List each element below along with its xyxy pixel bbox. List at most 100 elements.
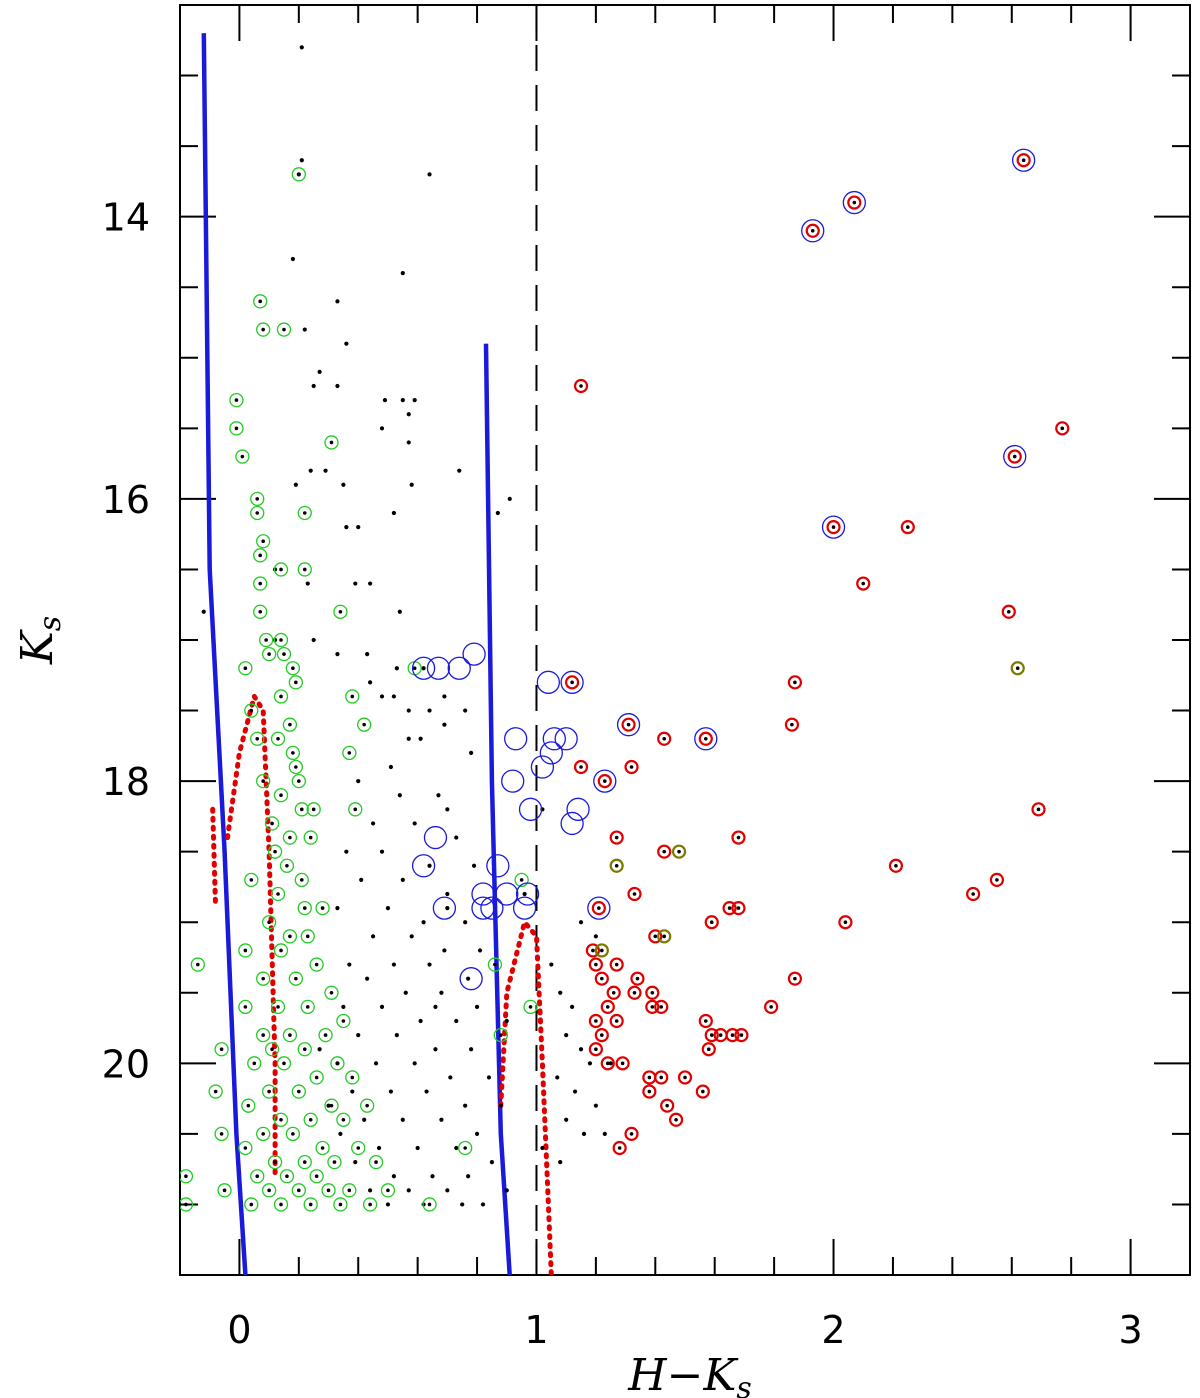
star-point: [273, 1160, 277, 1164]
red-dotted-curve: [225, 690, 278, 1179]
star-point: [418, 1018, 423, 1024]
star-point: [400, 271, 405, 276]
star-point: [386, 1188, 390, 1193]
star-point: [593, 934, 598, 939]
green-ring-marker: [318, 1027, 333, 1043]
star-point: [1012, 454, 1017, 459]
star-point: [222, 1188, 227, 1193]
red-ring-marker: [698, 731, 713, 746]
green-ring-marker: [282, 830, 298, 845]
green-ring-marker: [309, 957, 324, 972]
red-ring-marker: [565, 675, 580, 690]
star-point: [439, 990, 444, 995]
green-ring-marker: [345, 1070, 360, 1085]
blue-ring-marker: [542, 727, 566, 751]
star-point: [445, 1188, 450, 1193]
star-point: [323, 1033, 328, 1037]
olive-ring-marker: [594, 943, 609, 958]
star-point: [674, 1117, 678, 1122]
red-ring-marker: [888, 858, 904, 873]
star-point: [338, 609, 343, 614]
blue-ring-marker: [423, 825, 448, 850]
star-point: [261, 327, 265, 332]
star-point: [427, 172, 432, 177]
star-point: [605, 1061, 610, 1066]
star-point: [427, 708, 432, 713]
star-point: [201, 609, 206, 614]
star-point: [374, 1160, 378, 1164]
red-ring-marker: [588, 957, 603, 972]
star-point: [653, 934, 658, 939]
star-point: [662, 736, 667, 741]
blue-ring-marker: [616, 713, 641, 737]
green-ring-marker: [256, 534, 271, 549]
green-ring-marker: [291, 773, 306, 789]
blue-ring-marker: [471, 882, 495, 906]
red-ring-marker: [609, 957, 624, 972]
star-point: [594, 962, 598, 967]
star-point: [326, 1188, 331, 1193]
star-point: [279, 793, 283, 798]
star-point: [843, 920, 848, 925]
star-point: [267, 920, 271, 925]
star-point: [261, 976, 265, 981]
green-ring-marker: [297, 1042, 312, 1057]
star-point: [359, 877, 364, 882]
star-point: [600, 948, 604, 953]
star-point: [279, 638, 283, 642]
star-point: [297, 1089, 301, 1094]
star-point: [540, 1145, 545, 1151]
star-point: [477, 948, 483, 953]
green-ring-marker: [359, 1098, 375, 1113]
olive-ring-marker: [1010, 661, 1025, 676]
star-point: [433, 1004, 438, 1009]
star-point: [1015, 666, 1020, 671]
red-ring-marker: [698, 1013, 713, 1029]
star-point: [558, 990, 563, 995]
star-point: [350, 1075, 355, 1080]
star-point: [370, 934, 376, 939]
star-point: [495, 510, 500, 516]
star-point: [570, 1004, 575, 1009]
blue-ring-marker: [432, 896, 457, 920]
red-ring-marker: [805, 223, 820, 238]
red-ring-marker: [600, 999, 615, 1014]
green-ring-marker: [297, 562, 312, 577]
star-point: [894, 863, 898, 868]
red-ring-marker: [657, 844, 672, 859]
star-point: [344, 849, 349, 854]
blue-ring-marker: [486, 854, 510, 878]
star-point: [338, 1131, 343, 1136]
star-point: [276, 1005, 280, 1009]
blue-ring-marker: [554, 727, 578, 751]
star-point: [602, 1131, 607, 1136]
star-point: [400, 1117, 405, 1122]
star-point: [255, 1174, 260, 1179]
star-point: [335, 383, 340, 389]
y-axis-title: Ks: [12, 616, 68, 665]
star-point: [291, 751, 295, 755]
green-ring-marker: [264, 816, 280, 831]
star-point: [353, 581, 358, 586]
star-point: [293, 482, 298, 487]
green-ring-marker: [514, 872, 529, 888]
star-point: [736, 835, 741, 840]
blue-ring-marker: [539, 741, 563, 765]
star-point: [261, 1132, 265, 1136]
star-point: [406, 440, 411, 445]
star-point: [249, 878, 254, 882]
green-ring-marker: [327, 1154, 342, 1170]
star-point: [421, 920, 426, 925]
green-ring-marker: [247, 1056, 262, 1071]
green-ring-marker: [256, 1126, 271, 1142]
star-point: [400, 877, 405, 882]
star-point: [341, 1004, 346, 1009]
red-ring-marker: [900, 520, 915, 535]
blue-ring-marker: [515, 882, 540, 906]
star-point: [424, 1089, 429, 1094]
green-ring-marker: [250, 1169, 265, 1184]
star-point: [486, 1075, 492, 1080]
red-ring-marker: [989, 872, 1005, 887]
star-point: [397, 609, 402, 614]
